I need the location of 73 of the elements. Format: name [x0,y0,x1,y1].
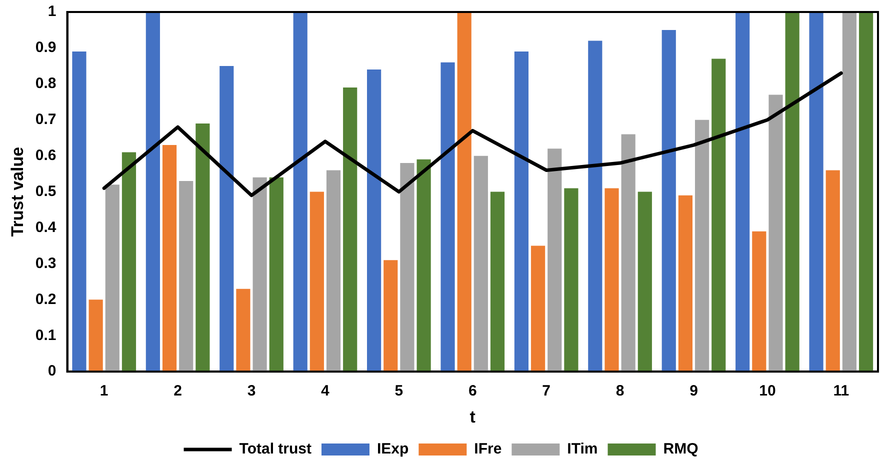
y-tick-label: 0.5 [35,182,56,200]
x-axis-title: t [470,407,476,426]
bar [122,152,136,372]
bar [752,231,766,372]
bar [343,88,358,372]
bar [736,12,750,372]
legend-label: RMQ [663,440,699,458]
bar [440,62,455,372]
bar [384,260,398,372]
bar [826,170,840,372]
bar [564,188,578,372]
bar [293,12,308,372]
y-tick-label: 0.1 [35,326,56,344]
bar [785,12,800,372]
x-tick-label: 10 [759,382,776,400]
y-tick-label: 0.4 [35,218,57,236]
bar [269,177,284,372]
y-tick-label: 0.9 [35,39,56,56]
bar [474,156,488,372]
y-tick-label: 0.8 [35,75,56,92]
y-tick-label: 0 [48,362,56,380]
x-tick-label: 7 [542,382,550,400]
bar [416,159,431,372]
bar [604,188,619,372]
x-tick-label: 6 [468,382,477,400]
bar [146,12,160,372]
bar [252,177,267,372]
bar [678,195,692,372]
bar [514,52,529,372]
y-axis-title: Trust value [8,146,27,237]
legend-label: IFre [474,440,502,458]
legend-label: IExp [376,440,409,458]
bar [842,12,856,372]
x-tick-label: 4 [321,382,330,400]
bar [621,134,636,372]
y-tick-label: 0.3 [35,254,56,272]
bar [72,52,86,372]
bar [105,184,120,372]
bar [310,192,324,372]
bar [400,163,414,372]
bar [858,12,874,372]
legend-label: ITim [567,440,598,458]
legend-label: Total trust [239,440,312,458]
y-tick-label: 0.7 [35,111,56,128]
bar [367,70,382,372]
bar [326,170,341,372]
x-tick-label: 1 [100,382,108,400]
bar [179,181,194,372]
bar [548,148,562,372]
bar [236,288,250,372]
x-tick-label: 8 [616,382,624,400]
bar [588,40,602,372]
bar [694,120,710,372]
bar [88,300,103,372]
bar [638,192,652,372]
bar [662,30,676,372]
x-tick-label: 5 [394,382,404,400]
x-tick-label: 9 [690,382,698,400]
y-tick-label: 0.2 [35,290,56,308]
bar [196,123,210,372]
bar [530,246,546,372]
bar [768,94,783,372]
bar [220,66,234,372]
x-tick-label: 11 [833,382,850,400]
y-tick-label: 1 [48,3,56,20]
bar [712,58,726,372]
x-tick-label: 2 [174,382,182,400]
bar [162,145,177,372]
bar [457,12,472,372]
x-tick-label: 3 [247,382,256,400]
y-tick-label: 0.6 [35,146,56,164]
bar [490,192,505,372]
bar [809,12,824,372]
